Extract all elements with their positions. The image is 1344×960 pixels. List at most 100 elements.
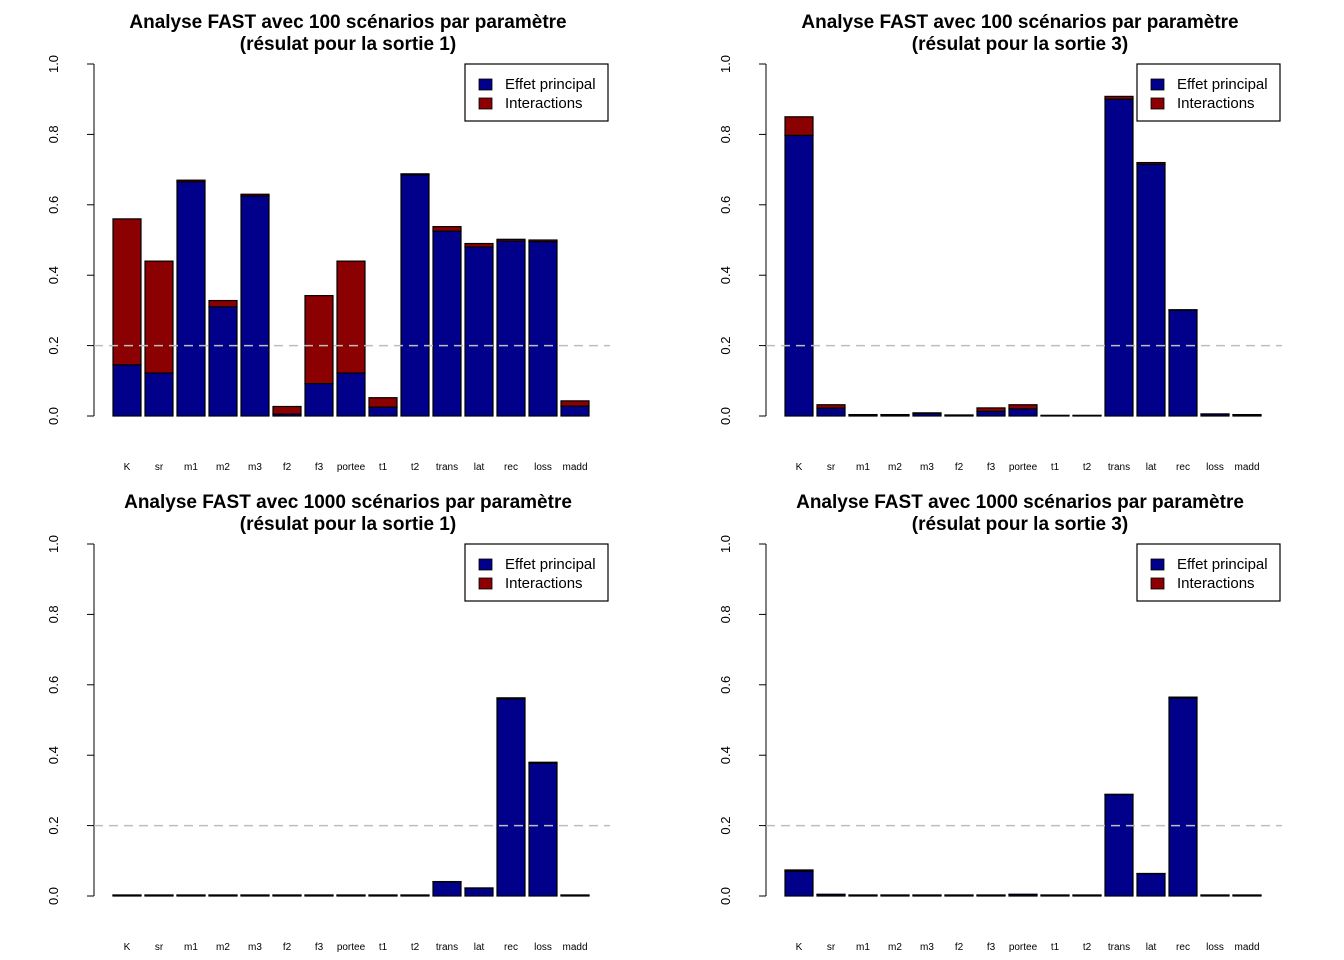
legend-box <box>1136 63 1281 122</box>
x-tick-label: loss <box>534 462 552 473</box>
legend-label: Interactions <box>1177 95 1255 112</box>
bar-main-effect-t1 <box>368 894 398 897</box>
bar-main-effect-m2 <box>880 414 910 417</box>
chart-panel-3: Analyse FAST avec 1000 scénarios par par… <box>46 492 610 953</box>
bar-main-effect-rec <box>1168 309 1198 417</box>
bar-main-effect-madd <box>560 894 590 897</box>
y-tick-label: 1.0 <box>46 55 61 73</box>
bar-main-effect-trans <box>1104 794 1134 897</box>
legend-label: Interactions <box>1177 575 1255 592</box>
bar-main-effect-m3 <box>912 894 942 897</box>
x-tick-label: m3 <box>248 462 262 473</box>
x-tick-label: m2 <box>888 462 902 473</box>
chart-title: Analyse FAST avec 100 scénarios par para… <box>129 12 566 33</box>
bar-interactions-K <box>112 218 142 366</box>
bar-main-effect-f3 <box>976 410 1006 417</box>
y-tick-label: 0.8 <box>718 125 733 143</box>
bar-main-effect-t2 <box>1072 894 1102 897</box>
legend-label: Effet principal <box>505 76 596 93</box>
x-tick-label: m3 <box>920 462 934 473</box>
bar-main-effect-m1 <box>848 414 878 417</box>
legend-swatch <box>1150 558 1165 571</box>
x-tick-label: lat <box>474 462 485 473</box>
bar-main-effect-m1 <box>176 894 206 897</box>
x-tick-label: f2 <box>955 462 964 473</box>
bar-main-effect-lat <box>464 887 494 897</box>
bar-main-effect-m2 <box>208 306 238 417</box>
legend-box <box>1136 543 1281 602</box>
y-tick-label: 0.4 <box>718 266 733 284</box>
legend-swatch <box>1150 97 1165 110</box>
chart-panel-1: Analyse FAST avec 100 scénarios par para… <box>46 12 610 473</box>
bar-main-effect-f2 <box>272 894 302 897</box>
bar-interactions-trans <box>432 226 462 232</box>
y-tick-label: 1.0 <box>718 55 733 73</box>
bar-main-effect-portee <box>336 372 366 417</box>
legend-label: Effet principal <box>505 556 596 573</box>
x-tick-label: portee <box>1009 942 1038 953</box>
y-tick-label: 1.0 <box>46 535 61 553</box>
x-tick-label: f2 <box>283 942 292 953</box>
bar-main-effect-rec <box>496 240 526 417</box>
x-tick-label: t1 <box>1051 942 1060 953</box>
bar-main-effect-rec <box>496 698 526 897</box>
chart-subtitle: (résulat pour la sortie 1) <box>240 514 456 535</box>
x-tick-label: t1 <box>1051 462 1060 473</box>
legend-swatch <box>478 78 493 91</box>
x-tick-label: m1 <box>856 462 870 473</box>
x-tick-label: f3 <box>987 462 996 473</box>
legend-label: Interactions <box>505 575 583 592</box>
x-tick-label: m2 <box>216 462 230 473</box>
legend-box <box>464 63 609 122</box>
x-tick-label: m3 <box>920 942 934 953</box>
bar-main-effect-t1 <box>1040 894 1070 897</box>
bar-main-effect-K <box>784 870 814 897</box>
x-tick-label: t2 <box>411 462 420 473</box>
bar-main-effect-K <box>112 894 142 897</box>
bar-main-effect-trans <box>1104 98 1134 417</box>
bar-main-effect-K <box>784 134 814 417</box>
chart-subtitle: (résulat pour la sortie 3) <box>912 34 1128 55</box>
y-tick-label: 0.8 <box>46 605 61 623</box>
bar-interactions-f2 <box>272 405 302 415</box>
bar-main-effect-f2 <box>944 894 974 897</box>
legend-label: Effet principal <box>1177 556 1268 573</box>
legend-swatch <box>478 97 493 110</box>
y-tick-label: 0.4 <box>46 746 61 764</box>
bar-main-effect-loss <box>1200 894 1230 897</box>
x-tick-label: sr <box>155 942 164 953</box>
legend-swatch <box>1150 577 1165 590</box>
bar-main-effect-lat <box>1136 873 1166 897</box>
bar-interactions-f3 <box>304 295 334 385</box>
x-tick-label: K <box>796 942 803 953</box>
x-tick-label: sr <box>827 942 836 953</box>
x-tick-label: trans <box>436 942 458 953</box>
legend-label: Effet principal <box>1177 76 1268 93</box>
x-tick-label: madd <box>1234 942 1259 953</box>
bar-interactions-portee <box>1008 404 1038 410</box>
chart-title: Analyse FAST avec 1000 scénarios par par… <box>124 492 572 513</box>
bar-main-effect-f2 <box>944 414 974 417</box>
legend-swatch <box>478 558 493 571</box>
x-tick-label: trans <box>436 462 458 473</box>
x-tick-label: f3 <box>315 462 324 473</box>
y-tick-label: 0.6 <box>46 196 61 214</box>
bar-interactions-t1 <box>368 397 398 408</box>
bar-main-effect-m1 <box>176 181 206 417</box>
bar-main-effect-lat <box>464 246 494 417</box>
chart-panel-2: Analyse FAST avec 100 scénarios par para… <box>718 12 1282 473</box>
y-tick-label: 0.6 <box>46 676 61 694</box>
x-tick-label: rec <box>504 462 518 473</box>
bar-main-effect-m3 <box>912 412 942 417</box>
x-tick-label: t2 <box>1083 462 1092 473</box>
bar-interactions-portee <box>336 260 366 374</box>
legend-swatch <box>478 577 493 590</box>
y-tick-label: 0.6 <box>718 676 733 694</box>
x-tick-label: rec <box>504 942 518 953</box>
bar-main-effect-portee <box>1008 893 1038 897</box>
bar-main-effect-rec <box>1168 697 1198 897</box>
y-tick-label: 0.2 <box>718 817 733 835</box>
x-tick-label: lat <box>474 942 485 953</box>
bar-main-effect-m2 <box>208 894 238 897</box>
